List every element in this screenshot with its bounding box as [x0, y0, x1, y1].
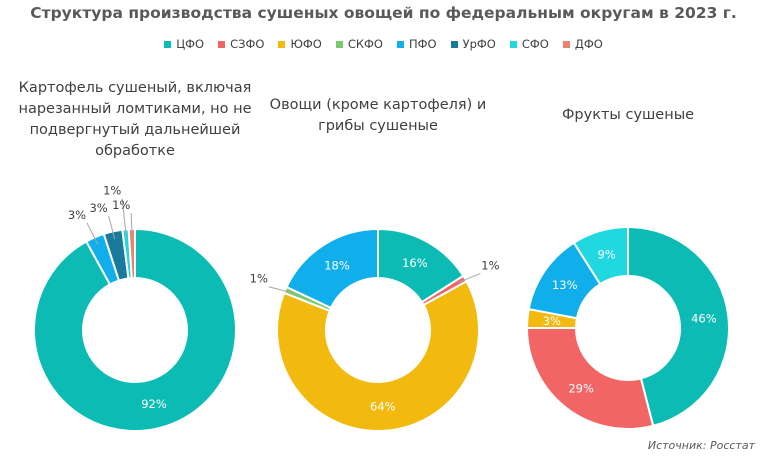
legend-swatch	[335, 40, 343, 48]
data-label: 18%	[324, 258, 350, 272]
chart-1-title: Картофель сушеный, включая нарезанный ло…	[18, 80, 252, 159]
data-label: 13%	[552, 278, 578, 292]
data-label: 1%	[112, 198, 130, 212]
chart-title: Структура производства сушеных овощей по…	[30, 4, 737, 22]
legend-label: ПФО	[408, 37, 437, 51]
legend-item: ЮФО	[278, 37, 322, 51]
legend-label: ЦФО	[176, 37, 205, 51]
data-label: 29%	[568, 381, 594, 395]
legend-item: СЗФО	[218, 37, 264, 51]
data-label: 9%	[598, 248, 616, 262]
legend-label: СФО	[521, 37, 549, 51]
slice-ЮФО	[276, 279, 480, 432]
slice-СЗФО	[525, 327, 655, 430]
slice-ДФО	[127, 227, 136, 280]
legend-item: ЦФО	[164, 37, 204, 51]
legend-item: ДФО	[562, 37, 603, 51]
slice-ПФО	[285, 227, 379, 310]
legend-swatch	[562, 40, 570, 48]
data-label: 3%	[68, 208, 86, 222]
data-label: 3%	[543, 314, 561, 328]
legend-swatch	[218, 40, 226, 48]
legend: ЦФО СЗФО ЮФО СКФО ПФО УрФО СФО ДФО	[0, 37, 767, 51]
source-note: Источник: Росстат	[647, 439, 755, 452]
legend-item: СФО	[509, 37, 549, 51]
leader-line	[108, 215, 116, 240]
legend-swatch	[278, 40, 286, 48]
chart-3-title: Фрукты сушеные	[561, 107, 695, 123]
data-label: 3%	[89, 201, 107, 215]
legend-label: ДФО	[574, 37, 603, 51]
legend-item: СКФО	[335, 37, 383, 51]
leader-line	[86, 222, 99, 245]
data-label: 64%	[370, 399, 396, 413]
legend-label: СКФО	[347, 37, 383, 51]
data-label: 46%	[691, 311, 717, 325]
data-label: 16%	[402, 256, 428, 270]
legend-swatch	[164, 40, 172, 48]
slice-СФО	[572, 225, 629, 286]
legend-item: ПФО	[396, 37, 437, 51]
data-label: 1%	[103, 184, 121, 198]
slice-ЦФО	[33, 227, 237, 432]
leader-line	[268, 286, 293, 294]
data-label: 1%	[481, 258, 499, 272]
legend-swatch	[509, 40, 517, 48]
data-label: 92%	[141, 397, 167, 411]
chart-2-title: Овощи (кроме картофеля) и грибы сушеные	[269, 97, 487, 134]
leader-line	[130, 213, 133, 238]
leader-line	[121, 198, 127, 238]
legend-swatch	[396, 40, 404, 48]
legend-label: УрФО	[462, 37, 496, 51]
legend-label: СЗФО	[230, 37, 265, 51]
legend-swatch	[450, 40, 458, 48]
slice-ЦФО	[627, 225, 730, 428]
data-label: 1%	[250, 272, 268, 286]
legend-label: ЮФО	[290, 37, 322, 51]
leader-line	[457, 272, 481, 284]
legend-item: УрФО	[450, 37, 496, 51]
